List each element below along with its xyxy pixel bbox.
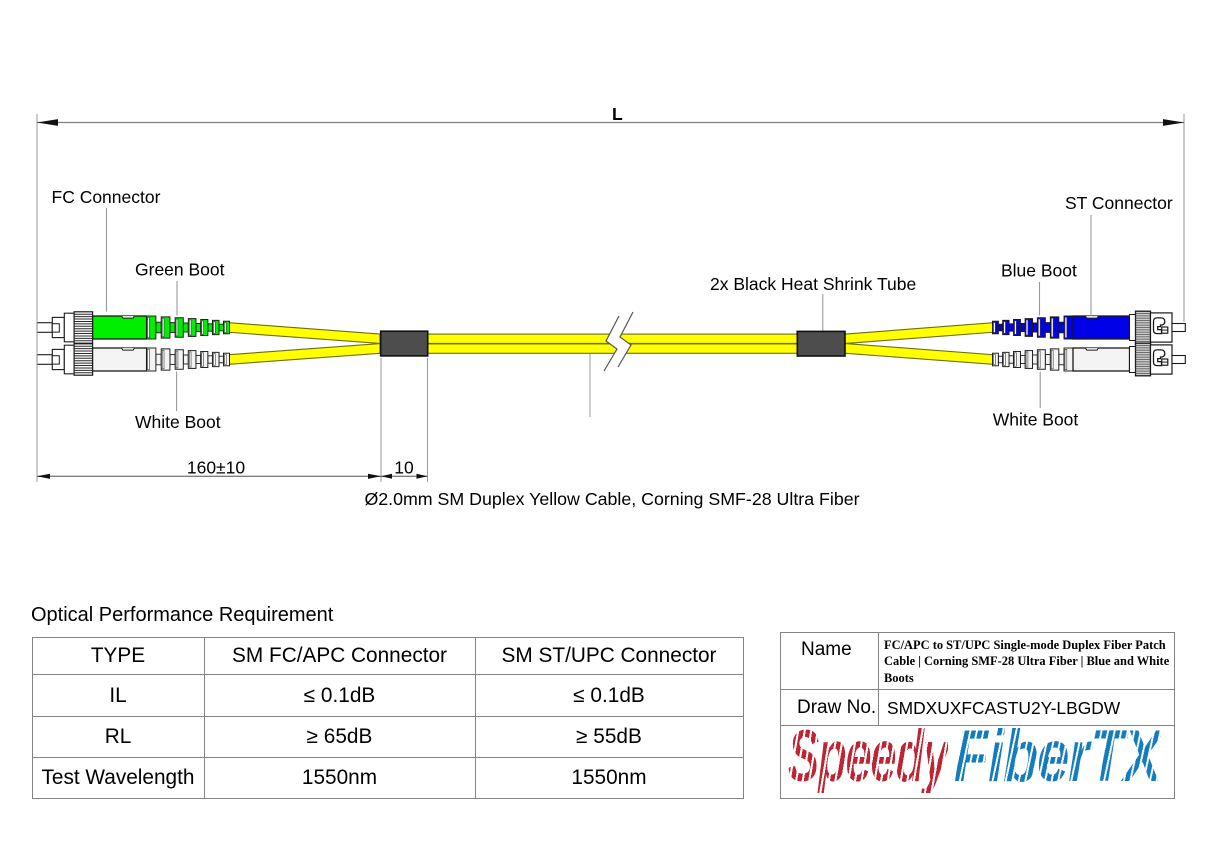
svg-text:2x Black Heat Shrink Tube: 2x Black Heat Shrink Tube (710, 274, 916, 294)
svg-text:160±10: 160±10 (187, 458, 246, 478)
svg-text:Ø2.0mm SM Duplex Yellow Cable,: Ø2.0mm SM Duplex Yellow Cable, Corning S… (364, 489, 859, 509)
svg-text:ST Connector: ST Connector (1065, 193, 1173, 213)
svg-text:FC Connector: FC Connector (52, 187, 161, 207)
svg-text:White Boot: White Boot (135, 412, 221, 432)
svg-text:Green Boot: Green Boot (135, 260, 225, 280)
svg-text:Blue Boot: Blue Boot (1001, 261, 1077, 281)
svg-text:White Boot: White Boot (993, 410, 1079, 430)
svg-text:10: 10 (394, 458, 414, 478)
svg-text:L: L (612, 104, 623, 124)
